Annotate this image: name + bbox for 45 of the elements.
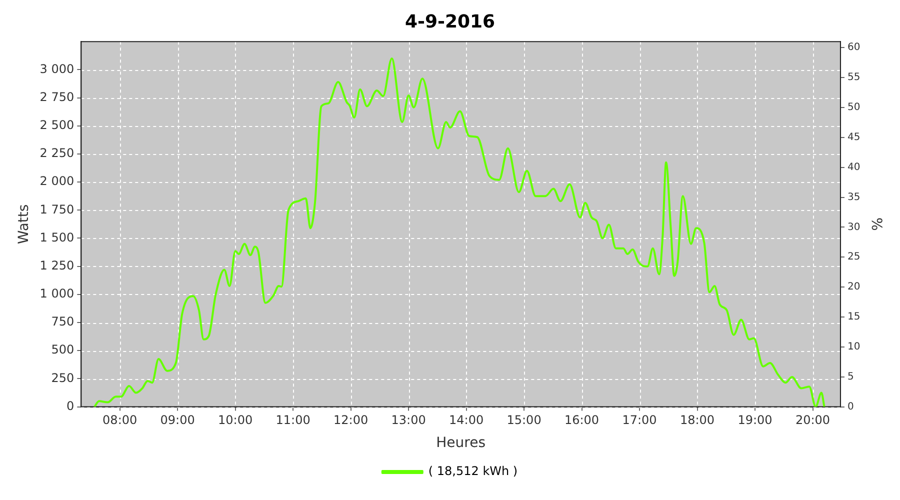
y-tick-label: 2 000 [40,174,74,188]
y-tick-label: 500 [51,342,74,357]
y2-tick-label: 50 [847,102,860,114]
y2-tick-label: 25 [847,252,860,263]
y2-tick-label: 60 [847,42,860,54]
y-tick-label: 0 [66,398,74,413]
x-tick-label: 19:00 [738,413,772,428]
y-tick-label: 750 [51,314,74,329]
x-tick-label: 17:00 [622,413,657,428]
chart-title: 4-9-2016 [404,11,496,32]
y2-tick-label: 10 [847,342,860,353]
y2-tick-label: 40 [847,162,860,173]
y2-tick-label: 45 [847,132,860,143]
y-tick-label: 2 750 [40,90,74,104]
x-axis-title: Heures [436,435,486,452]
x-tick-label: 11:00 [276,413,310,428]
y-tick-label: 1 750 [40,202,74,216]
y2-tick-label: 30 [847,222,860,233]
y2-axis-title: % [868,218,884,231]
y-tick-label: 250 [51,370,74,385]
x-tick-label: 16:00 [564,413,600,428]
x-tick-label: 13:00 [391,413,426,428]
y2-tick-label: 15 [847,312,860,323]
x-tick-label: 20:00 [795,413,830,428]
y-axis-title: Watts [16,204,32,244]
y2-tick-label: 0 [847,401,854,412]
y2-tick-label: 35 [847,192,860,203]
y-tick-label: 1 500 [40,230,74,244]
x-tick-label: 08:00 [102,413,138,428]
y-tick-label: 1 250 [40,258,74,272]
x-tick-label: 18:00 [680,413,715,428]
y2-tick-label: 20 [847,282,860,293]
y-tick-label: 2 500 [40,118,74,132]
y-tick-label: 3 000 [40,62,74,76]
y2-tick-label: 5 [847,371,854,382]
y2-tick-label: 55 [847,72,860,84]
legend-label: ( 18,512 kWh ) [428,464,518,478]
x-tick-label: 15:00 [506,413,542,428]
x-tick-label: 09:00 [160,413,195,428]
x-tick-label: 12:00 [334,413,368,428]
x-tick-label: 14:00 [449,413,484,428]
y-tick-label: 2 250 [40,146,74,160]
x-tick-label: 10:00 [218,413,253,428]
line-series [93,57,826,407]
y-tick-label: 1 000 [40,286,74,301]
